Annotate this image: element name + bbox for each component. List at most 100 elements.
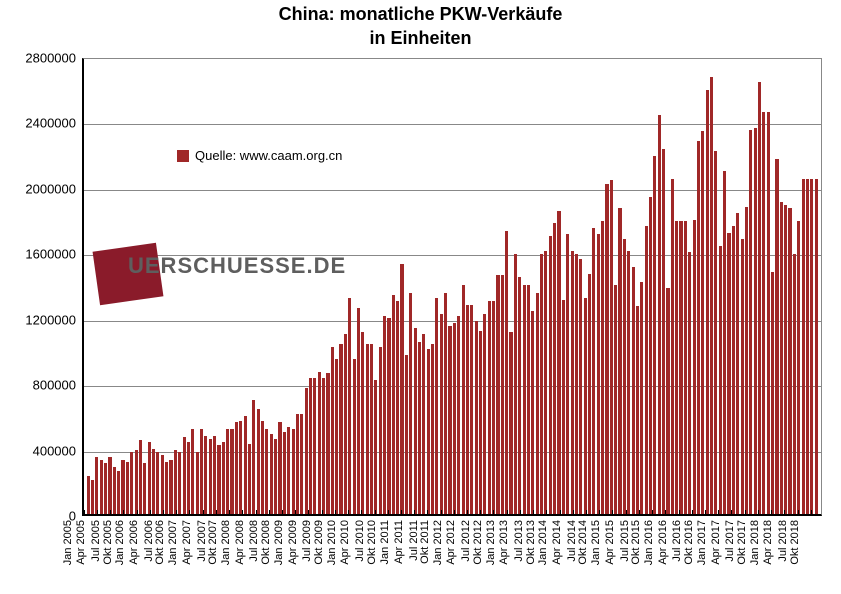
bar (479, 331, 482, 514)
bar (161, 455, 164, 514)
x-tick (745, 510, 746, 516)
x-tick-label: Jul 2017 (724, 520, 736, 562)
x-tick-label: Jul 2016 (671, 520, 683, 562)
x-tick-label: Apr 2016 (657, 520, 669, 565)
bar (400, 264, 403, 514)
bar (174, 450, 177, 514)
bar (296, 414, 299, 514)
bar (217, 445, 220, 514)
bar (261, 421, 264, 514)
bar (392, 295, 395, 514)
bar (540, 254, 543, 514)
bar (169, 460, 172, 514)
bar (566, 234, 569, 514)
x-tick-label: Okt 2013 (525, 520, 537, 565)
bar (514, 254, 517, 514)
bars-group (84, 59, 821, 514)
bar (688, 252, 691, 514)
bar (653, 156, 656, 514)
x-tick (811, 510, 812, 516)
x-tick-label: Jul 2014 (566, 520, 578, 562)
x-tick (467, 510, 468, 516)
legend: Quelle: www.caam.org.cn (177, 148, 342, 163)
bar (762, 112, 765, 514)
bar (383, 316, 386, 514)
bar (466, 305, 469, 514)
bar (222, 442, 225, 514)
x-tick-label: Apr 2012 (445, 520, 457, 565)
x-tick (652, 510, 653, 516)
bar (614, 285, 617, 514)
x-tick-label: Apr 2005 (75, 520, 87, 565)
bar (727, 233, 730, 514)
bar (592, 228, 595, 514)
y-tick-label: 2400000 (25, 116, 82, 131)
x-tick (203, 510, 204, 516)
bar (618, 208, 621, 514)
x-tick (295, 510, 296, 516)
bar (200, 429, 203, 514)
x-tick (441, 510, 442, 516)
x-tick-label: Okt 2011 (419, 520, 431, 564)
bar (165, 462, 168, 514)
x-tick-label: Apr 2011 (393, 520, 405, 564)
bar (353, 359, 356, 514)
x-tick-label: Jan 2015 (590, 520, 602, 565)
x-tick-label: Okt 2014 (577, 520, 589, 565)
bar (579, 259, 582, 514)
bar (108, 457, 111, 514)
x-tick (798, 510, 799, 516)
x-tick (599, 510, 600, 516)
bar (575, 254, 578, 514)
bar (562, 300, 565, 514)
bar (244, 416, 247, 514)
bar (723, 171, 726, 515)
bar (462, 285, 465, 514)
y-tick-label: 800000 (33, 378, 82, 393)
bar (597, 234, 600, 514)
bar (610, 180, 613, 514)
bar (557, 211, 560, 514)
bar (130, 452, 133, 514)
bar (100, 460, 103, 514)
bar (379, 347, 382, 514)
x-tick (150, 510, 151, 516)
bar (91, 480, 94, 514)
x-tick-label: Jul 2009 (301, 520, 313, 562)
bar (453, 323, 456, 514)
bar (549, 236, 552, 514)
bar (387, 318, 390, 514)
bar (741, 239, 744, 514)
bar (440, 314, 443, 514)
bar (754, 128, 757, 514)
bar (701, 131, 704, 514)
bar (213, 436, 216, 515)
x-tick-label: Jan 2016 (643, 520, 655, 565)
x-axis-labels: Jan 2005Apr 2005Jul 2005Okt 2005Jan 2006… (82, 516, 822, 586)
bar (496, 275, 499, 514)
bar (339, 344, 342, 514)
x-tick-label: Apr 2007 (181, 520, 193, 565)
x-tick (348, 510, 349, 516)
bar (148, 442, 151, 514)
x-tick (229, 510, 230, 516)
x-tick-label: Jul 2018 (777, 520, 789, 562)
bar (802, 179, 805, 514)
bar (292, 429, 295, 514)
bar (623, 239, 626, 514)
plot-area: UERSCHUESSE.DE (82, 58, 822, 516)
bar (815, 179, 818, 514)
bar (505, 231, 508, 514)
bar (518, 277, 521, 514)
bar (640, 282, 643, 514)
x-tick (269, 510, 270, 516)
bar (95, 457, 98, 514)
x-tick-label: Apr 2014 (551, 520, 563, 565)
x-tick (626, 510, 627, 516)
x-tick-label: Jan 2018 (749, 520, 761, 565)
bar (396, 301, 399, 514)
legend-label: Quelle: www.caam.org.cn (195, 148, 342, 163)
bar (675, 221, 678, 514)
bar (645, 226, 648, 514)
bar (278, 422, 281, 514)
